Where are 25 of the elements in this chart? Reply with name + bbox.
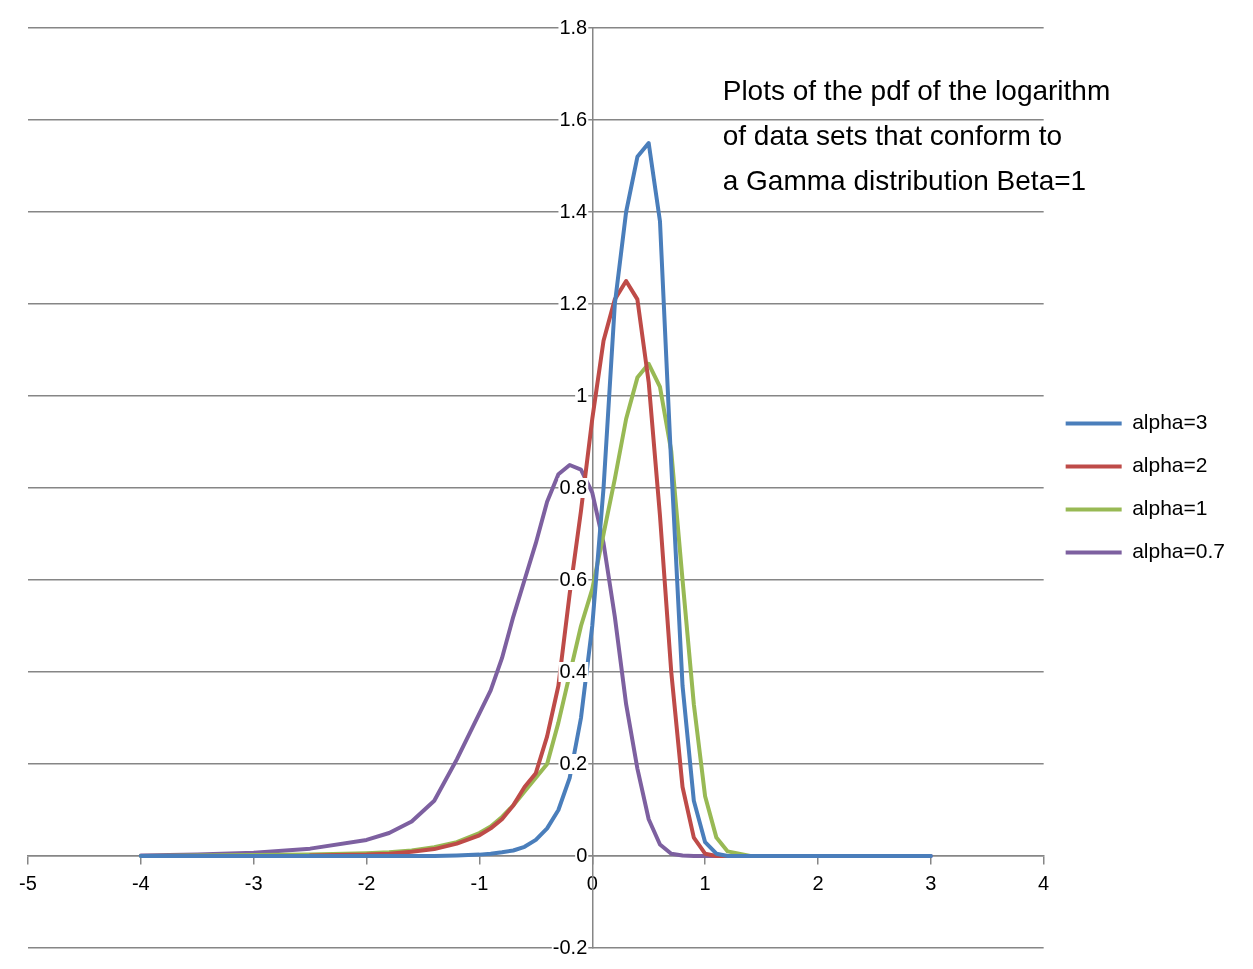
legend-label: alpha=2: [1132, 453, 1208, 477]
y-tick-label: 1.6: [559, 107, 588, 130]
x-tick-label: 2: [812, 871, 824, 894]
y-tick-label: 0: [576, 843, 588, 866]
y-tick-label: 0.6: [559, 567, 588, 590]
y-tick-label: 1: [576, 383, 588, 406]
legend-label: alpha=1: [1132, 496, 1208, 520]
y-tick-label: 1.4: [559, 199, 588, 222]
x-tick-label: 3: [925, 871, 937, 894]
y-tick-label: 1.8: [559, 15, 588, 38]
y-tick-label: 0.2: [559, 751, 588, 774]
x-tick-label: -3: [244, 871, 263, 894]
y-tick-label: 0.4: [559, 659, 588, 682]
x-tick-label: -4: [131, 871, 150, 894]
y-tick-label: -0.2: [552, 935, 588, 958]
x-tick-label: -2: [357, 871, 376, 894]
y-tick-label: 0.8: [559, 475, 588, 498]
x-tick-label: -5: [19, 871, 37, 894]
x-tick-label: 1: [699, 871, 711, 894]
x-tick-label: -1: [470, 871, 489, 894]
legend-label: alpha=0.7: [1132, 539, 1225, 563]
y-tick-label: 1.2: [559, 291, 588, 314]
x-tick-label: 4: [1038, 871, 1050, 894]
legend-label: alpha=3: [1132, 410, 1208, 434]
text: Plots of the pdf of the logarithm of data sets that conform to a Gamma distribution Beta=1: [722, 74, 1111, 196]
